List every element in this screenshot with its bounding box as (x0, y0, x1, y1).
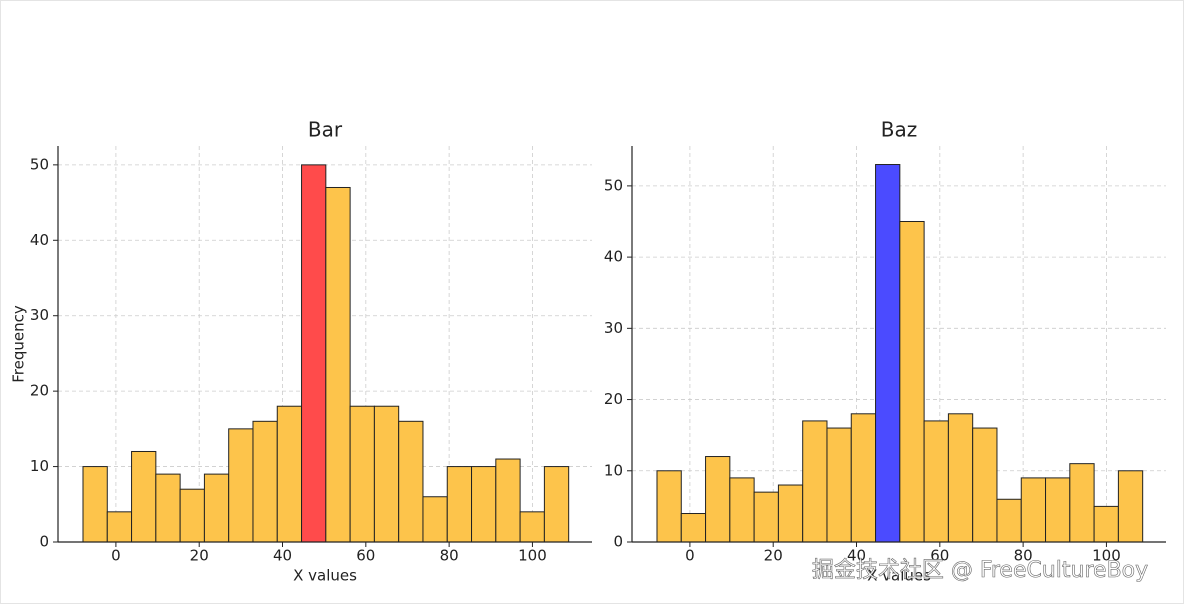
x-axis-label: X values (867, 567, 931, 585)
bar (947, 413, 974, 543)
bar (826, 427, 852, 543)
bar (106, 511, 133, 543)
x-tick-label: 0 (685, 547, 695, 565)
x-tick-label: 100 (1092, 547, 1121, 565)
y-tick-label: 30 (30, 306, 49, 324)
bar (777, 484, 804, 543)
bar (325, 186, 351, 543)
bar (179, 488, 205, 543)
bar (422, 496, 448, 543)
x-tick-label: 20 (764, 547, 783, 565)
x-tick-label: 80 (1014, 547, 1033, 565)
bar (276, 405, 303, 543)
bar (753, 491, 779, 543)
y-axis-label: Frequency (10, 305, 28, 383)
bar (252, 420, 278, 543)
bar (373, 405, 400, 543)
chart-title: Bar (308, 118, 343, 142)
bar (996, 498, 1022, 543)
bar (82, 466, 108, 543)
y-tick-label: 10 (30, 457, 49, 475)
bar (899, 220, 925, 543)
bar (519, 511, 545, 543)
y-tick-label: 30 (604, 319, 623, 337)
bar (131, 450, 157, 543)
bar (398, 420, 424, 543)
bar (705, 456, 731, 543)
bar (923, 420, 949, 543)
bar (228, 428, 254, 543)
bar (495, 458, 521, 543)
bar (471, 466, 497, 543)
x-tick-label: 0 (111, 547, 121, 565)
x-axis-label: X values (293, 567, 357, 585)
bar (1020, 477, 1047, 543)
x-tick-label: 60 (930, 547, 949, 565)
bar (802, 420, 828, 543)
bar (680, 513, 707, 543)
chart-title: Baz (881, 118, 917, 142)
bar (1045, 477, 1071, 543)
y-tick-label: 10 (604, 461, 623, 479)
bar (1093, 505, 1119, 543)
bar (543, 466, 570, 543)
watermark: 掘金技术社区 @ FreeCultureBoy (812, 558, 1148, 583)
y-tick-label: 20 (30, 382, 49, 400)
x-tick-label: 100 (518, 547, 547, 565)
bar (446, 466, 473, 543)
bar (1069, 463, 1095, 543)
bar (850, 413, 877, 543)
x-tick-label: 20 (190, 547, 209, 565)
x-tick-label: 40 (847, 547, 866, 565)
bar (1117, 470, 1144, 543)
bar (349, 405, 375, 543)
bar (155, 473, 181, 543)
bar (729, 477, 755, 543)
y-tick-label: 0 (613, 533, 623, 551)
y-tick-label: 20 (604, 390, 623, 408)
y-tick-label: 0 (39, 533, 49, 551)
bar (875, 164, 901, 543)
x-tick-label: 60 (356, 547, 375, 565)
x-tick-label: 40 (273, 547, 292, 565)
y-tick-label: 40 (604, 248, 623, 266)
x-tick-label: 80 (440, 547, 459, 565)
bar (972, 427, 998, 543)
bar (301, 164, 327, 543)
bar (656, 470, 682, 543)
y-tick-label: 50 (30, 155, 49, 173)
y-tick-label: 50 (604, 176, 623, 194)
bar (203, 473, 230, 543)
y-tick-label: 40 (30, 231, 49, 249)
